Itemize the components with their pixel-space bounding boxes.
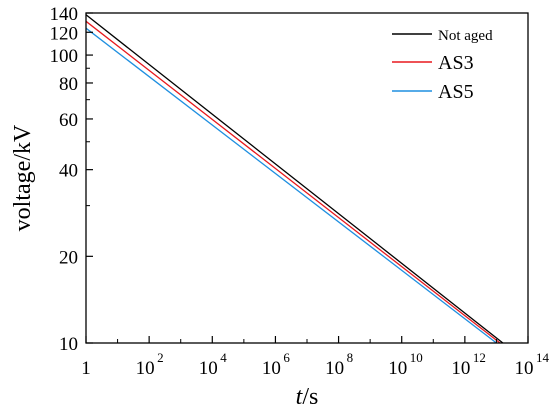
- y-tick-label: 100: [50, 46, 79, 67]
- x-tick-label: 10: [451, 358, 470, 379]
- x-tick-exponent: 8: [347, 350, 354, 365]
- legend: Not aged AS3 AS5: [392, 28, 493, 103]
- y-tick-label: 60: [59, 110, 78, 131]
- x-tick-label: 10: [515, 358, 534, 379]
- series-line-0: [85, 14, 504, 344]
- ticks-layer: 1 102104106108101010121014102040608010012…: [50, 4, 550, 379]
- x-tick-exponent: 2: [157, 350, 164, 365]
- x-tick-label: 10: [388, 358, 407, 379]
- x-tick-label: 10: [199, 358, 218, 379]
- x-tick-exponent: 14: [536, 350, 550, 365]
- y-tick-label: 40: [59, 161, 78, 182]
- legend-label-0: Not aged: [438, 28, 493, 44]
- x-axis-title-italic: t: [296, 384, 304, 410]
- x-tick-exponent: 6: [283, 350, 290, 365]
- x-tick-exponent: 10: [410, 350, 423, 365]
- series-line-2: [85, 27, 497, 344]
- x-tick-label: 10: [325, 358, 344, 379]
- legend-label-1: AS3: [438, 52, 474, 74]
- x-tick-label: 10: [136, 358, 155, 379]
- y-tick-label: 10: [59, 334, 78, 355]
- y-tick-label: 140: [50, 4, 79, 25]
- x-tick-label: 10: [262, 358, 281, 379]
- x-tick-exponent: 4: [220, 350, 227, 365]
- x-axis-title: t/s: [296, 384, 319, 410]
- y-tick-label: 20: [59, 247, 78, 268]
- x-tick-exponent: 12: [473, 350, 486, 365]
- series-line-1: [85, 20, 501, 344]
- x-axis-title-unit: /s: [302, 384, 318, 410]
- y-tick-label: 120: [50, 23, 79, 44]
- legend-label-2: AS5: [438, 81, 474, 103]
- x-tick-label: 1: [81, 358, 91, 379]
- y-tick-label: 80: [59, 74, 78, 95]
- series-layer: [85, 14, 504, 344]
- y-axis-title: voltage/kV: [10, 124, 36, 231]
